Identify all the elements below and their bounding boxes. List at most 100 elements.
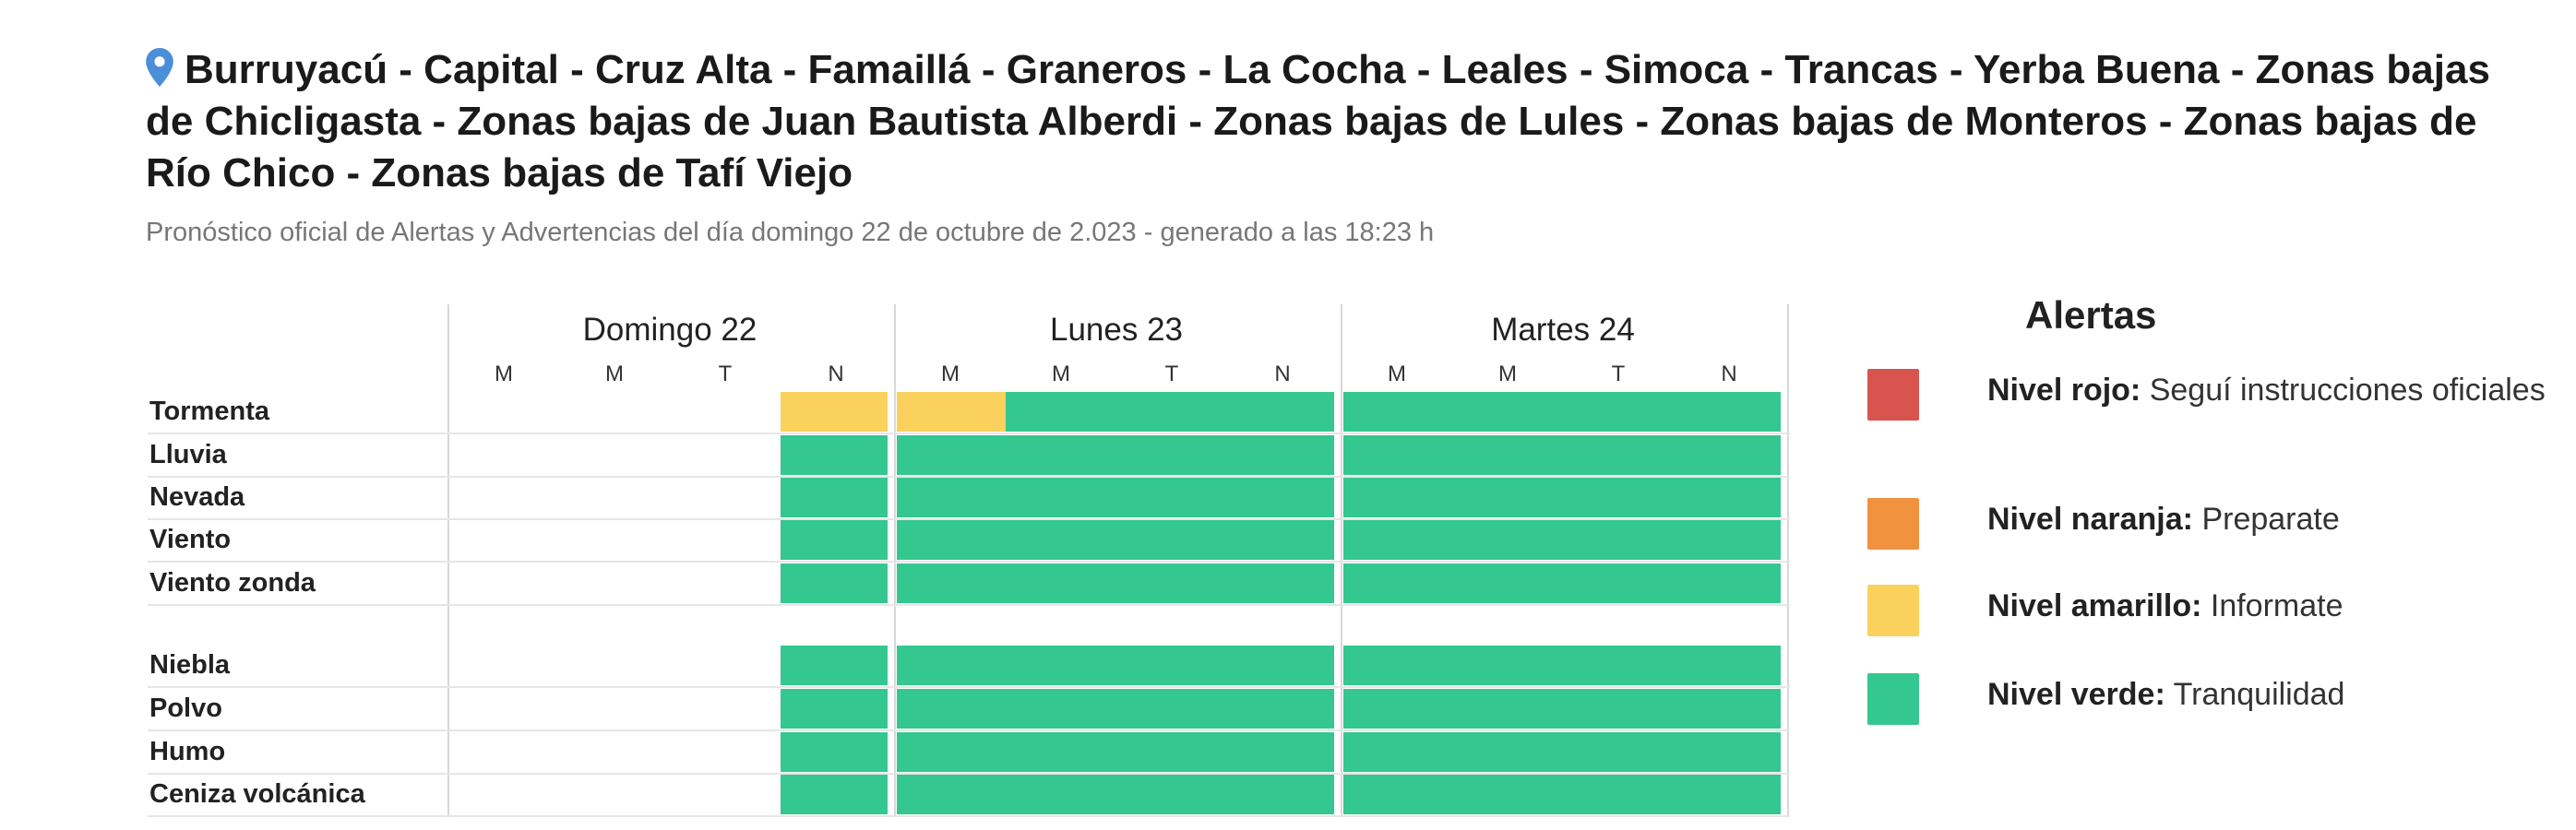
grid-separator — [1341, 304, 1342, 816]
alert-cell-verde — [1343, 435, 1452, 475]
alert-cell-verde — [781, 478, 888, 517]
legend-label-amarillo: Nivel amarillo: — [1987, 588, 2202, 623]
row-divider — [148, 518, 1790, 520]
alert-cell-verde — [1562, 520, 1674, 560]
alert-cell-verde — [781, 732, 888, 772]
hazard-label: Tormenta — [149, 397, 269, 426]
row-divider — [148, 561, 1790, 563]
day-header: Martes 24 — [1491, 312, 1635, 348]
alert-cell-verde — [1562, 646, 1674, 685]
legend-title: Alertas — [2025, 293, 2157, 337]
time-slot-label: T — [1164, 362, 1179, 386]
grid-separator — [447, 304, 449, 816]
alert-cell-verde — [1451, 435, 1563, 475]
alert-cell-verde — [1005, 478, 1116, 517]
alert-legend: Alertas Nivel rojo: Seguí instrucciones … — [1845, 0, 2574, 830]
alert-cell-verde — [897, 732, 1006, 772]
time-slot-label: M — [941, 362, 960, 386]
alert-cell-verde — [1562, 563, 1674, 603]
alert-cell-verde — [1226, 520, 1334, 560]
hazard-label: Niebla — [149, 650, 231, 680]
row-divider — [148, 433, 1790, 434]
alert-cell-verde — [1343, 478, 1452, 517]
alert-cell-amarillo — [781, 392, 888, 432]
page-title: Burruyacú - Capital - Cruz Alta - Famail… — [146, 44, 2545, 199]
alert-cell-verde — [1115, 435, 1227, 475]
alert-cell-verde — [781, 646, 888, 685]
legend-desc-amarillo: Informate — [2210, 588, 2343, 623]
alert-cell-verde — [897, 646, 1006, 685]
zones-list: Burruyacú - Capital - Cruz Alta - Famail… — [146, 47, 2490, 196]
legend-label-naranja: Nivel naranja: — [1987, 502, 2193, 537]
alert-cell-verde — [1673, 478, 1781, 517]
alert-cell-verde — [1343, 520, 1452, 560]
alert-cell-verde — [897, 478, 1006, 517]
row-divider — [148, 773, 1790, 775]
grid-separator — [894, 304, 896, 816]
legend-swatch-amarillo — [1867, 585, 1919, 636]
alert-grid: Domingo 22 M M T N Lunes 23 M M T N Martes 24 M M T N T… — [148, 304, 1790, 817]
hazard-label: Polvo — [149, 694, 222, 723]
alert-cell-verde — [897, 520, 1006, 560]
time-slot-label: N — [1721, 362, 1737, 386]
legend-label-rojo: Nivel rojo: — [1987, 373, 2141, 408]
alert-cell-verde — [1673, 520, 1781, 560]
alert-cell-verde — [1226, 775, 1334, 814]
alert-cell-verde — [1451, 478, 1563, 517]
hazard-label: Viento — [149, 525, 232, 554]
alert-cell-verde — [1343, 646, 1452, 685]
legend-desc-naranja: Preparate — [2201, 502, 2340, 537]
alert-cell-verde — [1226, 646, 1334, 685]
alert-cell-verde — [1005, 520, 1116, 560]
hazard-label: Nevada — [149, 482, 245, 512]
alert-cell-verde — [1343, 775, 1452, 814]
alert-cell-verde — [1673, 732, 1781, 772]
alert-cell-verde — [1673, 435, 1781, 475]
alert-cell-verde — [1451, 520, 1563, 560]
alert-cell-verde — [781, 775, 888, 814]
time-slot-label: N — [828, 362, 844, 386]
alert-cell-verde — [1005, 563, 1116, 603]
legend-swatch-rojo — [1867, 369, 1919, 421]
alert-cell-verde — [1451, 689, 1563, 729]
alert-cell-verde — [1226, 689, 1334, 729]
alert-cell-verde — [1562, 478, 1674, 517]
alert-cell-verde — [1673, 775, 1781, 814]
alert-cell-verde — [1226, 478, 1334, 517]
alert-cell-verde — [1562, 435, 1674, 475]
alert-cell-verde — [1005, 689, 1116, 729]
row-divider — [148, 604, 1790, 606]
grid-separator — [1787, 304, 1789, 816]
alert-cell-verde — [1562, 392, 1674, 432]
alert-cell-verde — [1562, 689, 1674, 729]
alert-cell-verde — [1005, 732, 1116, 772]
alert-cell-verde — [1226, 435, 1334, 475]
row-divider — [148, 476, 1790, 478]
day-header: Lunes 23 — [1049, 312, 1184, 348]
alert-cell-verde — [1451, 563, 1563, 603]
legend-swatch-naranja — [1867, 498, 1919, 550]
row-divider — [148, 686, 1790, 688]
alert-cell-verde — [781, 563, 888, 603]
time-slot-label: T — [718, 362, 733, 386]
alert-cell-verde — [1451, 392, 1563, 432]
alert-cell-verde — [1562, 775, 1674, 814]
hazard-label: Ceniza volcánica — [149, 779, 365, 809]
hazard-label: Viento zonda — [149, 568, 316, 598]
forecast-subtitle: Pronóstico oficial de Alertas y Adverten… — [146, 218, 1435, 247]
alert-cell-verde — [1226, 732, 1334, 772]
alert-cell-verde — [1673, 392, 1781, 432]
alert-cell-verde — [781, 520, 888, 560]
time-slot-label: M — [1388, 362, 1406, 386]
hazard-label: Lluvia — [149, 440, 227, 469]
alert-cell-verde — [1115, 520, 1227, 560]
alert-cell-verde — [1343, 563, 1452, 603]
time-slot-label: M — [605, 362, 624, 386]
legend-label-verde: Nivel verde: — [1987, 677, 2165, 712]
time-slot-label: T — [1611, 362, 1626, 386]
alert-cell-verde — [1343, 732, 1452, 772]
alert-cell-verde — [1115, 478, 1227, 517]
time-slot-label: M — [495, 362, 513, 386]
alert-cell-verde — [1115, 563, 1227, 603]
alert-cell-verde — [1115, 646, 1227, 685]
